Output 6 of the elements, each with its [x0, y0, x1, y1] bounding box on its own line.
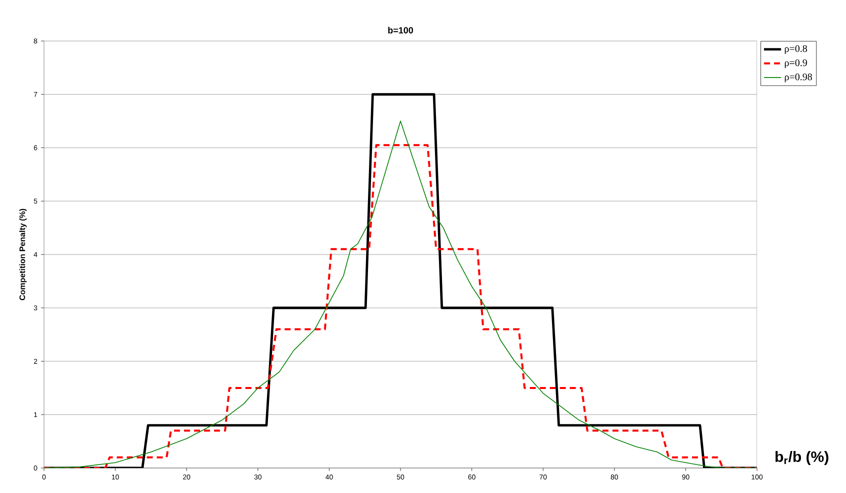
chart-title: b=100: [388, 26, 414, 34]
x-axis-title: b$_{r}$/b (%): [776, 451, 828, 465]
legend-label: ρ=0.9: [784, 59, 807, 68]
y-axis-title: Competition Penalty (%): [19, 208, 27, 300]
legend-label: ρ=0.98: [784, 74, 812, 82]
legend-label: ρ=0.8: [784, 45, 808, 54]
